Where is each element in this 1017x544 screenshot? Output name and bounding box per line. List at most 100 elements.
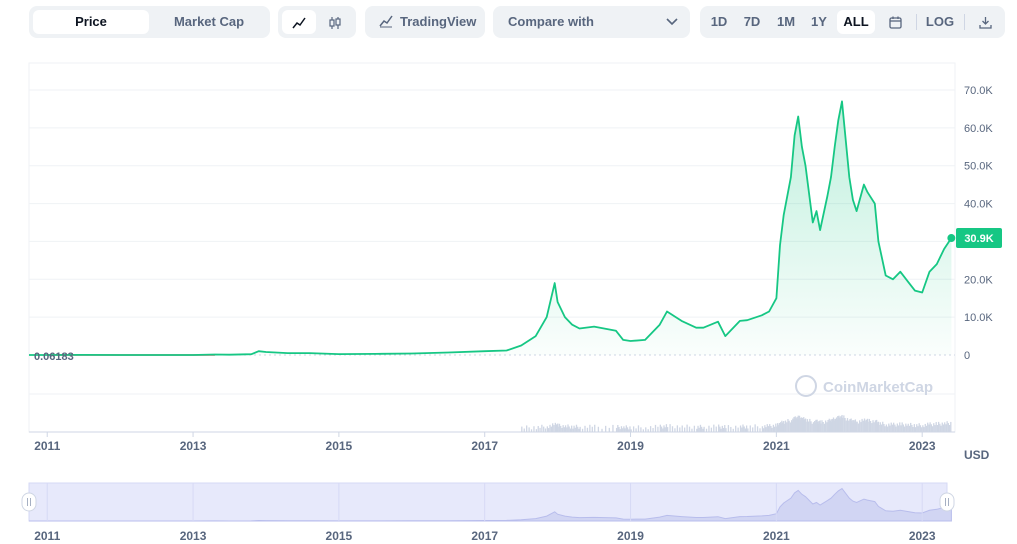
range-1y[interactable]: 1Y [811, 14, 827, 29]
navigator-window[interactable] [28, 482, 948, 522]
navigator-left-handle[interactable] [21, 492, 37, 512]
volume-bar [645, 427, 647, 432]
volume-bar [742, 424, 744, 432]
volume-bar [521, 426, 523, 432]
volume-bar [553, 425, 555, 432]
volume-bar [674, 428, 676, 432]
volume-bar [737, 427, 739, 432]
volume-bar [659, 424, 662, 432]
volume-bar [597, 426, 600, 432]
volume-bar [945, 424, 947, 432]
volume-bar [905, 423, 907, 432]
volume-bar [821, 420, 823, 432]
range-1m[interactable]: 1M [776, 14, 796, 29]
volume-bar [871, 423, 873, 432]
volume-bar [900, 425, 902, 432]
volume-bar [686, 424, 688, 432]
volume-bar [528, 427, 530, 432]
tradingview-button[interactable]: TradingView [365, 6, 485, 38]
log-divider [964, 14, 965, 30]
volume-bar [811, 423, 813, 432]
volume-bar [831, 422, 833, 432]
volume-bar [873, 422, 875, 432]
volume-bar [850, 418, 852, 432]
volume-bar [935, 422, 937, 432]
volume-bar [835, 417, 838, 432]
volume-bar [942, 424, 945, 432]
volume-bar [885, 424, 888, 432]
volume-bar [754, 424, 756, 432]
calendar-button[interactable] [880, 10, 910, 34]
volume-bar [835, 420, 837, 432]
volume-bar [928, 424, 930, 432]
volume-bar [705, 428, 708, 432]
y-tick-label: 20.0K [964, 274, 993, 286]
price-area-fill [29, 101, 952, 356]
download-icon [978, 17, 992, 29]
volume-bar [795, 420, 798, 432]
volume-bar [886, 426, 889, 432]
volume-bar [594, 424, 596, 432]
range-7d[interactable]: 7D [743, 14, 761, 29]
volume-bar [836, 419, 838, 432]
volume-bar [782, 424, 784, 432]
volume-bar [793, 416, 795, 432]
volume-bar [724, 425, 726, 432]
range-all[interactable]: ALL [837, 10, 875, 34]
volume-bar [934, 425, 936, 432]
volume-bar [941, 422, 943, 432]
volume-bar [777, 424, 779, 432]
compare-select[interactable]: Compare with [493, 6, 690, 38]
download-button[interactable] [970, 10, 1000, 34]
volume-bar [882, 421, 884, 432]
volume-bar [872, 420, 874, 432]
volume-bar [819, 420, 821, 432]
volume-bar [818, 421, 820, 432]
volume-bar [557, 426, 559, 432]
volume-bar [546, 426, 548, 432]
volume-bar [759, 428, 761, 432]
volume-bar [541, 424, 543, 432]
volume-bar [793, 418, 796, 432]
plot-frame [28, 62, 956, 433]
volume-bar [895, 426, 897, 432]
x-tick-label: 2015 [326, 439, 353, 453]
candlestick-icon [329, 16, 341, 29]
y-tick-label: 40.0K [964, 199, 993, 211]
volume-bar [526, 425, 528, 432]
volume-bar [688, 426, 691, 432]
log-scale-button[interactable]: LOG [925, 14, 955, 29]
volume-bar [778, 426, 780, 432]
volume-bar [642, 429, 644, 432]
candlestick-button[interactable] [318, 10, 352, 34]
volume-bar [840, 416, 842, 432]
volume-bar [591, 426, 593, 432]
volume-bar [601, 428, 603, 432]
volume-bar [572, 428, 574, 432]
volume-bar [910, 422, 912, 432]
volume-bar [550, 426, 552, 432]
volume-bar [876, 419, 878, 432]
volume-bar [739, 425, 742, 432]
navigator-right-handle[interactable] [939, 492, 955, 512]
volume-bar [629, 426, 631, 432]
market-cap-tab[interactable]: Market Cap [173, 14, 245, 29]
volume-bar [855, 421, 857, 432]
volume-bar [620, 426, 623, 432]
range-1d[interactable]: 1D [710, 14, 728, 29]
volume-bar [843, 415, 845, 432]
volume-bar [721, 425, 723, 432]
volume-bar [838, 417, 841, 432]
price-tab[interactable]: Price [33, 10, 149, 34]
volume-bar [761, 426, 764, 432]
volume-bar [852, 423, 855, 432]
line-chart-button[interactable] [282, 10, 316, 34]
volume-bar [933, 423, 935, 432]
volume-bar [612, 424, 614, 432]
volume-bar [867, 421, 869, 432]
volume-bar [702, 428, 704, 432]
compare-label: Compare with [508, 14, 594, 29]
y-tick-label: 70.0K [964, 85, 993, 97]
volume-bar [858, 420, 861, 432]
